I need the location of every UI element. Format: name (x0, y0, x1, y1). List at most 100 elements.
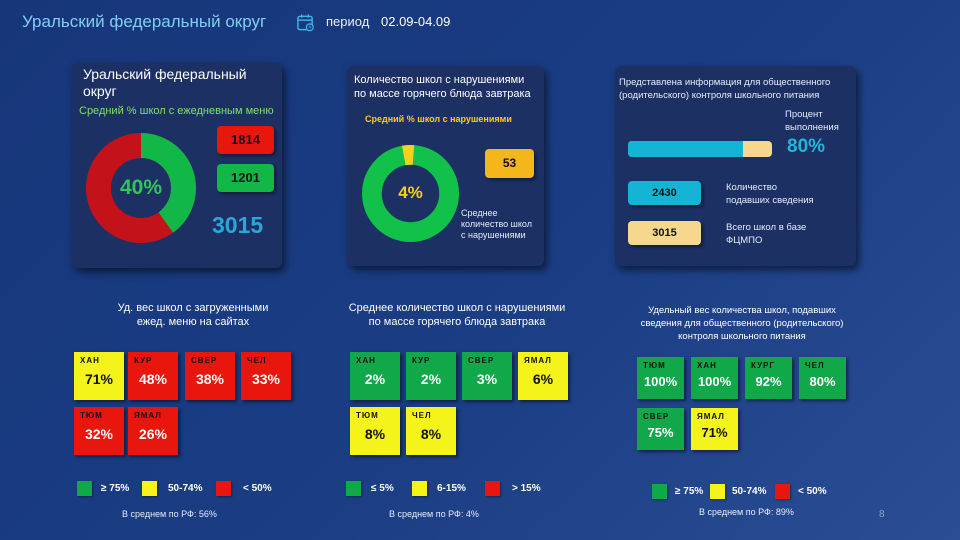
tile-tyum: ТЮМ 100% (637, 357, 684, 399)
tile-value: 6% (532, 371, 554, 387)
tile-kurg: КУРГ 92% (745, 357, 792, 399)
tile-value: 32% (84, 426, 114, 442)
tile-yamal: ЯМАЛ 6% (518, 352, 568, 400)
completion-label: Процент выполнения (785, 109, 839, 133)
legend-label: < 50% (243, 483, 272, 494)
tile-value: 75% (647, 425, 674, 440)
green-count-badge: 1201 (217, 164, 274, 192)
tile-value: 2% (420, 371, 442, 387)
red-count-badge: 1814 (217, 126, 274, 154)
section2-title: Среднее количество школ с нарушениями по… (348, 302, 566, 328)
tile-code: ТЮМ (643, 361, 666, 370)
section1-title: Уд. вес школ с загруженными ежед. меню н… (117, 302, 269, 328)
tile-code: СВЕР (468, 356, 495, 365)
violations-count-badge: 53 (485, 149, 534, 178)
card2-avg-label: Среднее количество школ с нарушениями (461, 208, 532, 240)
section3-title: Удельный вес количества школ, подавших с… (640, 305, 844, 342)
tile-value: 92% (755, 374, 782, 389)
tile-code: ЧЕЛ (247, 356, 267, 365)
tile-value: 8% (420, 426, 442, 442)
tile-value: 71% (701, 425, 728, 440)
card1-title: Уральский федеральный округ (83, 66, 247, 99)
completion-percent: 80% (787, 136, 826, 157)
tile-value: 100% (697, 374, 732, 389)
tile-value: 2% (364, 371, 386, 387)
legend-label: ≥ 75% (101, 483, 130, 494)
legend-swatch (77, 481, 92, 496)
tile-code: КУР (412, 356, 431, 365)
legend-label: ≥ 75% (675, 486, 704, 497)
period-label: период (326, 14, 370, 29)
legend-label: > 15% (512, 483, 541, 494)
tile-han: ХАН 100% (691, 357, 738, 399)
submitted-count-badge: 2430 (628, 181, 701, 205)
total-schools-badge: 3015 (628, 221, 701, 245)
card1-subtitle: Средний % школ с ежедневным меню (79, 105, 274, 117)
calendar-icon (297, 14, 314, 32)
tile-chel: ЧЕЛ 33% (241, 352, 291, 400)
legend-label: 50-74% (168, 483, 203, 494)
tile-code: ХАН (356, 356, 376, 365)
tile-code: ЧЕЛ (412, 411, 432, 420)
tile-code: СВЕР (643, 412, 670, 421)
donut-green-segment (86, 133, 196, 243)
tile-code: ЯМАЛ (134, 411, 162, 420)
tile-yamal: ЯМАЛ 71% (691, 408, 738, 450)
legend-swatch (142, 481, 157, 496)
tile-value: 3% (476, 371, 498, 387)
tile-code: ЯМАЛ (524, 356, 552, 365)
tile-chel: ЧЕЛ 8% (406, 407, 456, 455)
tile-han: ХАН 71% (74, 352, 124, 400)
legend-label: ≤ 5% (371, 483, 394, 494)
daily-menu-donut (86, 133, 196, 243)
tile-code: ХАН (697, 361, 717, 370)
tile-han: ХАН 2% (350, 352, 400, 400)
progress-fill (628, 141, 744, 157)
legend-swatch (775, 484, 790, 499)
tile-code: СВЕР (191, 356, 218, 365)
tile-sver: СВЕР 38% (185, 352, 235, 400)
legend-label: 50-74% (732, 486, 767, 497)
rf-average: В среднем по РФ: 56% (122, 509, 217, 519)
tile-value: 71% (84, 371, 114, 387)
legend-label: 6-15% (437, 483, 466, 494)
violations-donut (361, 144, 460, 243)
legend-label: < 50% (798, 486, 827, 497)
tile-kur: КУР 48% (128, 352, 178, 400)
tile-value: 33% (251, 371, 281, 387)
tile-value: 48% (138, 371, 168, 387)
tile-tyum: ТЮМ 8% (350, 407, 400, 455)
donut1-percent: 40% (119, 176, 163, 199)
legend-swatch (346, 481, 361, 496)
legend-swatch (485, 481, 500, 496)
completion-progress-bar (628, 141, 772, 157)
tile-code: ХАН (80, 356, 100, 365)
tile-sver: СВЕР 3% (462, 352, 512, 400)
tile-code: ТЮМ (356, 411, 379, 420)
submitted-count-label: Количество подавших сведения (726, 182, 814, 206)
period-value: 02.09-04.09 (381, 14, 451, 29)
tile-value: 80% (809, 374, 836, 389)
tile-chel: ЧЕЛ 80% (799, 357, 846, 399)
tile-code: КУР (134, 356, 153, 365)
legend-swatch (710, 484, 725, 499)
tile-code: ЯМАЛ (697, 412, 725, 421)
card3-title: Представлена информация для общественног… (619, 77, 831, 101)
tile-code: ТЮМ (80, 411, 103, 420)
tile-value: 100% (643, 374, 678, 389)
tile-yamal: ЯМАЛ 26% (128, 407, 178, 455)
tile-tyum: ТЮМ 32% (74, 407, 124, 455)
legend-swatch (216, 481, 231, 496)
tile-code: ЧЕЛ (805, 361, 825, 370)
tile-code: КУРГ (751, 361, 775, 370)
rf-average: В среднем по РФ: 4% (389, 509, 479, 519)
tile-kur: КУР 2% (406, 352, 456, 400)
card2-title: Количество школ с нарушениями по массе г… (354, 74, 531, 100)
tile-value: 38% (195, 371, 225, 387)
total-schools: 3015 (212, 212, 264, 238)
legend-swatch (412, 481, 427, 496)
tile-value: 8% (364, 426, 386, 442)
rf-average: В среднем по РФ: 89% (699, 507, 794, 517)
tile-sver: СВЕР 75% (637, 408, 684, 450)
legend-swatch (652, 484, 667, 499)
